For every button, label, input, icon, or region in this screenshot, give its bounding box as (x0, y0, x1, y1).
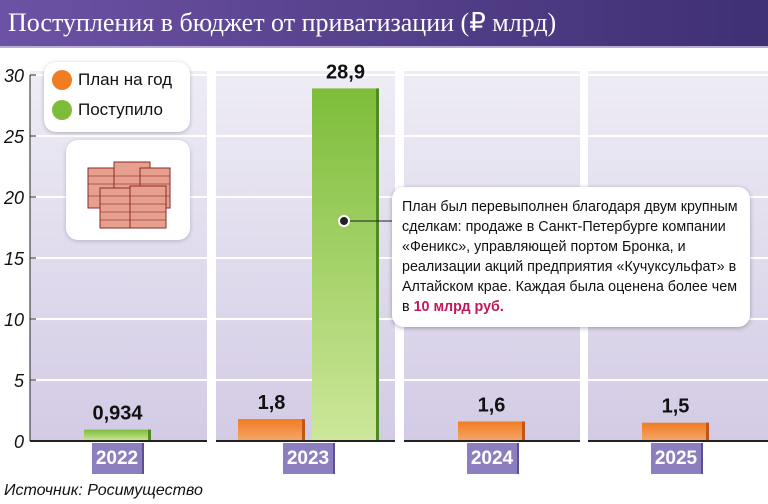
data-label: 1,6 (478, 394, 506, 416)
bar-shadow (522, 421, 525, 441)
orange-dot-icon (52, 70, 72, 90)
y-tick-label: 0 (14, 432, 24, 452)
legend-item-received: Поступило (52, 100, 163, 120)
received-bar-2022 (84, 429, 151, 441)
bar-shadow (302, 419, 305, 441)
money-stack-icon (66, 140, 190, 240)
data-label: 28,9 (326, 61, 365, 83)
year-label-2023: 2023 (283, 443, 335, 474)
title-bar: Поступления в бюджет от приватизации (₽ … (0, 0, 768, 48)
source-note: Источник: Росимущество (4, 482, 203, 499)
y-tick-label: 30 (4, 66, 24, 86)
y-tick-label: 5 (14, 371, 25, 391)
chart-title: Поступления в бюджет от приватизации (₽ … (8, 8, 557, 37)
year-label-2025: 2025 (651, 443, 703, 474)
data-label: 1,8 (258, 392, 286, 414)
data-label: 0,934 (92, 403, 143, 425)
y-tick-label: 10 (4, 310, 24, 330)
legend-label: План на год (78, 70, 173, 89)
plan-bar-2024 (458, 421, 525, 441)
bar-shadow (148, 429, 151, 441)
year-label-2024: 2024 (467, 443, 519, 474)
y-tick-label: 25 (3, 127, 25, 147)
green-dot-icon (52, 100, 72, 120)
callout-anchor-dot (338, 215, 350, 227)
callout-text: План был перевыполнен благодаря двум кру… (402, 199, 738, 315)
callout-highlight: 10 млрд руб. (413, 299, 504, 315)
received-bar-2023 (312, 88, 379, 442)
plan-bar-2025 (642, 422, 709, 441)
year-label-2022: 2022 (92, 443, 144, 474)
bar-shadow (706, 422, 709, 441)
legend-label: Поступило (78, 100, 163, 119)
legend: План на год Поступило (44, 62, 190, 132)
y-tick-label: 15 (4, 249, 25, 269)
annotation-callout: План был перевыполнен благодаря двум кру… (392, 187, 750, 327)
legend-item-plan: План на год (52, 70, 172, 90)
data-label: 1,5 (662, 396, 690, 418)
y-tick-label: 20 (3, 188, 24, 208)
bar-shadow (376, 88, 379, 442)
plan-bar-2023 (238, 419, 305, 441)
